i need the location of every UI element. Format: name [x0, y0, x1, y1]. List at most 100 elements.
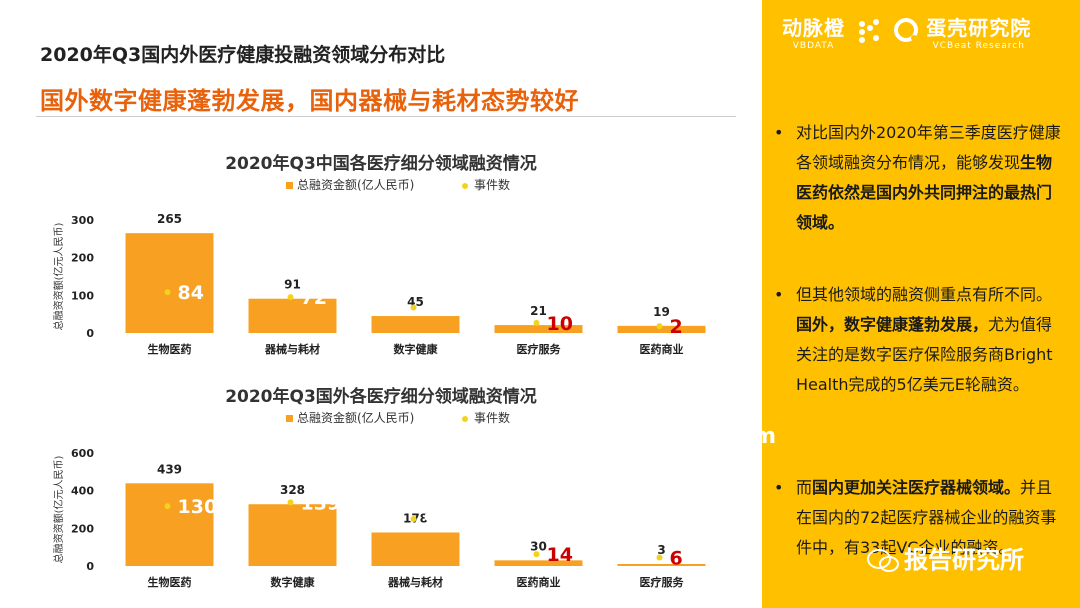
chart1-title: 2020年Q3中国各医疗细分领域融资情况 — [225, 154, 537, 174]
bullet-1-bold: 生物医药依然是国内外共同押注的最热门领域。 — [796, 153, 1053, 232]
legend-dot-swatch — [462, 415, 468, 422]
event-count-label: 6 — [670, 548, 683, 570]
y-tick-label: 0 — [86, 327, 94, 340]
chart2-legend-dot: 事件数 — [462, 409, 510, 426]
bullet-3-bold: 国内更加关注医疗器械领域。 — [812, 478, 1021, 497]
bullet-1: • 对比国内外2020年第三季度医疗健康各领域融资分布情况，能够发现生物医药依然… — [774, 118, 1066, 238]
event-dot-0 — [164, 503, 171, 510]
bullet-2-post: 尤为值得关注的是数字医疗保险服务商Bright Health完成的5亿美元E轮融… — [796, 315, 1053, 394]
x-tick-label: 医疗服务 — [640, 575, 685, 589]
bullet-2-pre: 但其他领域的融资侧重点有所不同。 — [796, 285, 1053, 304]
legend-bar-swatch — [286, 415, 293, 422]
legend-dot-swatch — [462, 182, 468, 189]
bar-3 — [494, 560, 583, 566]
x-tick-label: 数字健康 — [271, 575, 316, 589]
event-count-label: 10 — [547, 313, 573, 335]
event-dot-1 — [287, 499, 294, 506]
x-tick-label: 生物医药 — [148, 342, 192, 356]
watermark-text: 报告研究所 — [904, 546, 1024, 574]
bullet-3-pre: 而 — [796, 478, 813, 497]
right-panel: 动脉橙 VBDATA 蛋壳研究院 VCBeat Research • 对比国内外… — [762, 0, 1080, 608]
flower-icon — [859, 19, 880, 43]
event-dot-2 — [410, 304, 417, 311]
event-dot-4 — [656, 323, 663, 330]
x-tick-label: 数字健康 — [394, 342, 439, 356]
chart1-legend-bar: 总融资金额(亿人民币) — [286, 176, 414, 193]
event-dot-4 — [656, 554, 663, 561]
bar-2 — [371, 316, 460, 333]
bar-value-label: 439 — [157, 462, 182, 476]
y-tick-label: 300 — [71, 214, 94, 227]
bullet-2: • 但其他领域的融资侧重点有所不同。国外，数字健康蓬勃发展，尤为值得关注的是数字… — [774, 280, 1066, 400]
bullet-3-post: 并且在国内的72起医疗器械企业的融资事件中，有33起VC企业的融资。 — [796, 478, 1057, 557]
bar-value-label: 328 — [280, 483, 305, 497]
x-tick-label: 生物医药 — [148, 575, 192, 589]
bar-0 — [125, 483, 214, 566]
chart2-title: 2020年Q3国外各医疗细分领域融资情况 — [225, 387, 537, 407]
legend-dot-label: 事件数 — [474, 178, 511, 192]
y-tick-label: 100 — [71, 289, 94, 302]
chart1-legend-dot: 事件数 — [462, 176, 510, 193]
event-dot-2 — [410, 515, 417, 522]
event-count-label: 14 — [547, 544, 573, 566]
event-count-label: 84 — [178, 282, 204, 304]
brand-logos: 动脉橙 VBDATA 蛋壳研究院 VCBeat Research — [782, 12, 1031, 52]
y-axis-label: 总融资资额(亿元人民币) — [52, 223, 65, 331]
egg-icon — [894, 18, 919, 42]
watermark-fragment: om — [738, 424, 777, 449]
x-tick-label: 医药商业 — [640, 342, 684, 356]
y-tick-label: 600 — [71, 447, 94, 460]
bullet-2-text: 但其他领域的融资侧重点有所不同。国外，数字健康蓬勃发展，尤为值得关注的是数字医疗… — [796, 280, 1066, 400]
bullet-dot: • — [774, 478, 784, 497]
bullet-1-pre: 对比国内外2020年第三季度医疗健康各领域融资分布情况，能够发现 — [796, 123, 1061, 172]
bar-value-label: 21 — [530, 304, 547, 318]
bullet-2-bold: 国外，数字健康蓬勃发展， — [796, 315, 989, 334]
event-count-label: 139 — [301, 492, 341, 514]
legend-bar-swatch — [286, 182, 293, 189]
bar-1 — [248, 298, 337, 333]
event-count-label: 47 — [424, 298, 450, 320]
vbdata-logo-en: VBDATA — [792, 41, 835, 51]
event-count-label: 99 — [424, 509, 450, 531]
y-tick-label: 0 — [86, 560, 94, 573]
page-subtitle: 国外数字健康蓬勃发展，国内器械与耗材态势较好 — [40, 87, 579, 115]
y-tick-label: 200 — [71, 252, 94, 265]
vbdata-logo-cn: 动脉橙 — [782, 16, 845, 40]
bar-value-label: 265 — [157, 212, 182, 226]
vcbeat-logo: 蛋壳研究院 VCBeat Research — [926, 12, 1031, 51]
event-count-label: 72 — [301, 287, 327, 309]
bar-value-label: 30 — [530, 539, 547, 553]
wechat-icon — [867, 549, 899, 572]
event-dot-3 — [533, 551, 540, 558]
legend-bar-label: 总融资金额(亿人民币) — [297, 411, 415, 425]
bullet-3-text: 而国内更加关注医疗器械领域。并且在国内的72起医疗器械企业的融资事件中，有33起… — [796, 473, 1066, 563]
x-tick-label: 医药商业 — [517, 575, 561, 589]
watermark: 报告研究所 — [866, 540, 1024, 575]
vcbeat-logo-cn: 蛋壳研究院 — [926, 16, 1032, 40]
bar-value-label: 91 — [284, 278, 301, 292]
bar-4 — [617, 325, 706, 333]
bullet-1-text: 对比国内外2020年第三季度医疗健康各领域融资分布情况，能够发现生物医药依然是国… — [796, 118, 1066, 238]
event-count-label: 2 — [670, 316, 683, 338]
y-tick-label: 200 — [71, 522, 94, 535]
event-dot-0 — [164, 289, 171, 296]
bar-3 — [494, 325, 583, 333]
vbdata-logo: 动脉橙 VBDATA — [782, 12, 845, 51]
bar-value-label: 3 — [657, 543, 665, 557]
chart2-legend-bar: 总融资金额(亿人民币) — [286, 409, 414, 426]
y-axis-label: 总融资资额(亿元人民币) — [52, 456, 65, 564]
bar-value-label: 19 — [653, 305, 670, 319]
bar-4 — [617, 564, 706, 566]
chart2-plot: 总融资资额(亿元人民币) 0 200 400 600 439 生物医药 130 328 数字健康 1… — [52, 447, 706, 589]
event-dot-1 — [287, 294, 294, 301]
bar-0 — [125, 233, 214, 333]
x-tick-label: 医疗服务 — [517, 342, 562, 356]
divider — [36, 116, 736, 117]
legend-dot-label: 事件数 — [474, 411, 511, 425]
bullet-dot: • — [774, 123, 784, 142]
chart1-plot: 总融资资额(亿元人民币) 0 100 200 300 265 生物医药 84 91 器械与耗材 72… — [52, 212, 706, 356]
event-count-label: 130 — [178, 496, 218, 518]
page-title: 2020年Q3国内外医疗健康投融资领域分布对比 — [40, 44, 446, 66]
event-dot-3 — [533, 319, 540, 326]
x-tick-label: 器械与耗材 — [264, 342, 320, 356]
